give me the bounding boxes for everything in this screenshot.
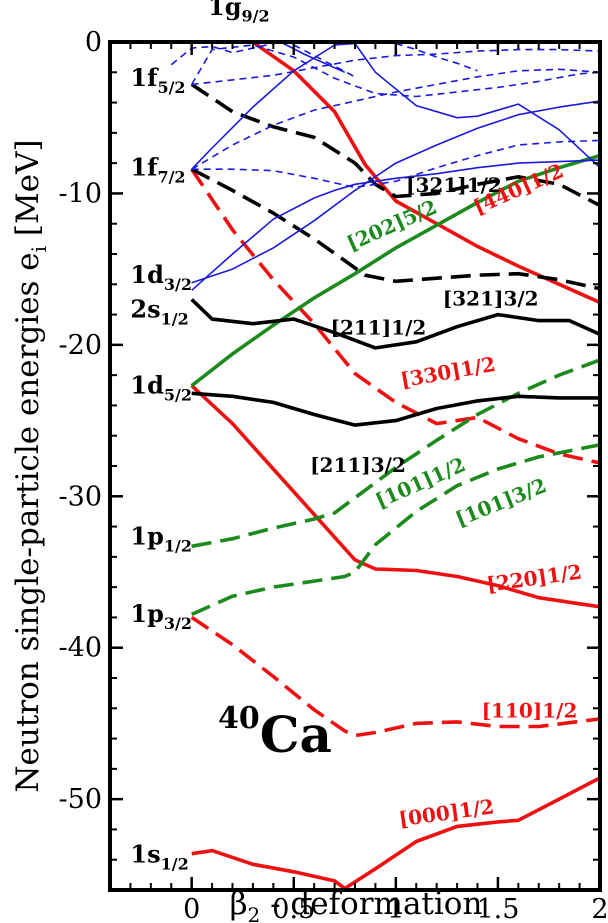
series-line-3 [190, 384, 600, 609]
series-line-2 [190, 615, 600, 738]
nucleus-symbol: Ca [260, 705, 332, 764]
spherical-level-label: 1d3/2 [130, 260, 192, 294]
nucleus-mass: 40 [218, 701, 260, 736]
nilsson-label: [110]1/2 [482, 698, 578, 722]
series-line-7 [191, 358, 600, 549]
x-tick-label: 0 [183, 894, 200, 923]
series-layer [170, 42, 600, 890]
y-tick-label: -20 [59, 330, 102, 361]
y-tick-label: -30 [59, 481, 102, 512]
y-tick-label: -50 [59, 784, 102, 815]
spherical-level-label: 1s1/2 [130, 840, 188, 874]
y-axis-label-sub: i [27, 246, 51, 252]
series-line-18 [191, 44, 600, 98]
x-axis-label-base: β [230, 886, 248, 922]
y-axis-label-rest: [MeV] [10, 139, 46, 246]
series-line-11 [190, 167, 600, 291]
series-line-1 [191, 776, 600, 890]
series-line-17 [191, 68, 600, 170]
y-axis-label-base: Neutron single-particle energies e [10, 252, 46, 792]
x-tick-label: 1.5 [476, 894, 519, 923]
spherical-level-label: 1p1/2 [130, 522, 192, 556]
series-line-9 [191, 391, 600, 427]
series-line-8 [190, 153, 600, 388]
spherical-level-label: 2s1/2 [130, 295, 188, 329]
x-axis-label-sub: 2 [247, 903, 260, 923]
series-line-19 [191, 48, 600, 86]
y-tick-label: -40 [59, 633, 102, 664]
x-tick-label: 0.5 [272, 894, 315, 923]
nilsson-label: [321]3/2 [443, 286, 539, 310]
series-line-13 [191, 159, 600, 291]
series-line-15 [191, 42, 600, 170]
y-axis-label: Neutron single-particle energies ei [MeV… [10, 139, 51, 792]
nilsson-label: [211]1/2 [331, 315, 427, 339]
series-line-22 [395, 42, 478, 72]
spherical-level-label: 1d5/2 [130, 370, 192, 404]
series-line-12 [190, 82, 600, 208]
nilsson-label: [101]3/2 [452, 473, 550, 531]
x-axis-label-rest: - deformation [260, 886, 482, 922]
nilsson-label: [220]1/2 [485, 560, 583, 597]
series-line-10 [190, 298, 600, 350]
series-line-21 [293, 44, 356, 78]
series-line-16 [191, 139, 600, 189]
nilsson-label: [000]1/2 [397, 794, 495, 831]
ticks-layer: 0 0.5 1 1.5 2 0 -10 -20 -30 -40 -50 [59, 27, 608, 923]
series-line-4 [190, 168, 600, 465]
x-tick-label: 2 [591, 894, 608, 923]
x-tick-label: 1 [387, 894, 404, 923]
series-line-6 [190, 443, 600, 617]
spherical-level-label: 1f5/2 [130, 63, 185, 97]
nilsson-label: [211]3/2 [310, 453, 406, 477]
nilsson-label: [321]1/2 [406, 173, 502, 197]
spherical-level-label: 1p3/2 [130, 599, 192, 633]
x-axis-label: β2 - deformation [230, 886, 483, 923]
spherical-level-label: 1f7/2 [130, 152, 185, 186]
nilsson-label: [202]5/2 [343, 195, 440, 256]
nilsson-label: [330]1/2 [399, 352, 498, 392]
y-tick-label: -10 [59, 178, 102, 209]
spherical-level-label: 1g9/2 [208, 0, 270, 26]
y-tick-label: 0 [85, 27, 102, 58]
nucleus-label: 40Ca [218, 701, 332, 764]
